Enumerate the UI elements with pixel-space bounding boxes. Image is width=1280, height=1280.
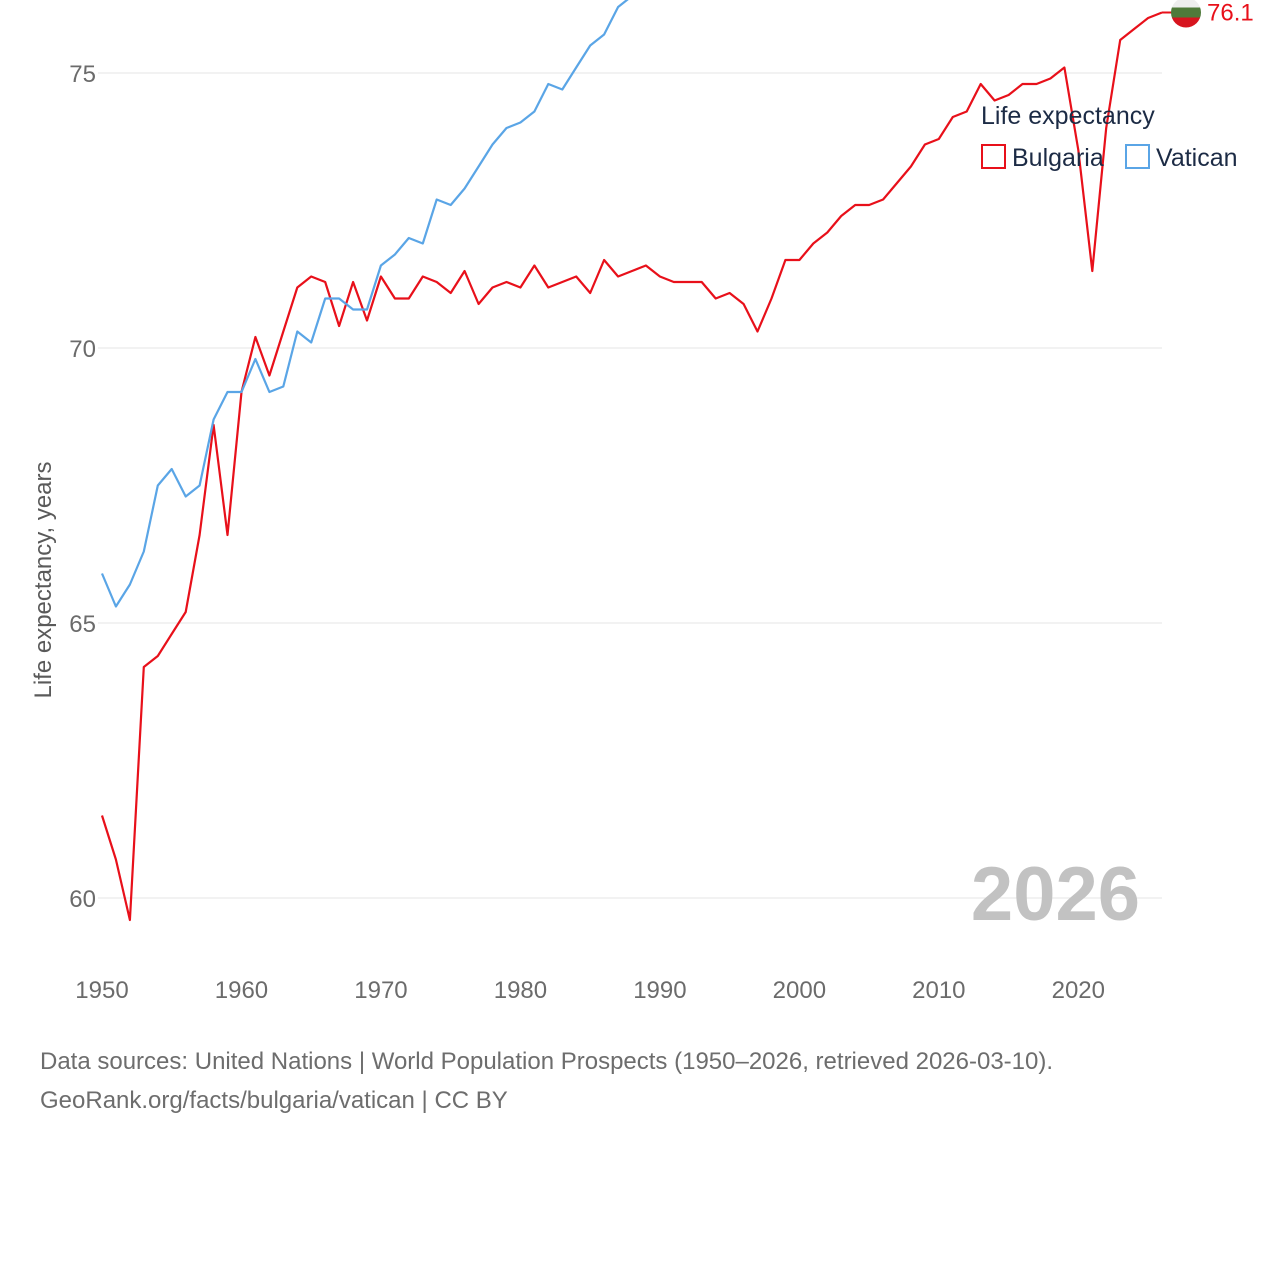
- y-axis-title: Life expectancy, years: [30, 461, 57, 698]
- data-sources-note: Data sources: United Nations | World Pop…: [40, 1048, 1054, 1075]
- y-tick-label-75: 75: [69, 61, 96, 88]
- flag-icon-bulgaria: [1171, 0, 1201, 28]
- legend-swatch-bulgaria: [981, 144, 1006, 169]
- y-tick-label-60: 60: [69, 886, 96, 913]
- x-tick-label-2020: 2020: [1052, 977, 1105, 1004]
- x-tick-label-1950: 1950: [75, 977, 128, 1004]
- y-tick-label-70: 70: [69, 336, 96, 363]
- end-value-label-bulgaria: 76.1: [1207, 0, 1254, 27]
- legend-title: Life expectancy: [981, 102, 1155, 130]
- series-line-vatican: [100, 0, 629, 608]
- x-tick-label-1960: 1960: [215, 977, 268, 1004]
- gridlines: [98, 72, 1162, 899]
- y-axis-ticks: 6065707580: [69, 61, 96, 913]
- legend-item-vatican[interactable]: Vatican: [1125, 144, 1238, 172]
- legend-label-vatican: Vatican: [1156, 144, 1238, 172]
- y-tick-label-65: 65: [69, 611, 96, 638]
- current-year-watermark: 2026: [971, 852, 1140, 937]
- x-tick-label-1990: 1990: [633, 977, 686, 1004]
- x-tick-label-1980: 1980: [494, 977, 547, 1004]
- x-axis-ticks: 1950 1960 1970 1980 1990 2000 2010 2020: [75, 977, 1105, 1004]
- legend-item-bulgaria[interactable]: Bulgaria: [981, 144, 1104, 172]
- legend-swatch-vatican: [1125, 144, 1150, 169]
- footer: Data sources: United Nations | World Pop…: [40, 1042, 1053, 1120]
- series-line-bulgaria: [100, 11, 1163, 922]
- x-tick-label-1970: 1970: [354, 977, 407, 1004]
- legend: Life expectancy Bulgaria Vatican: [981, 102, 1238, 172]
- source-link[interactable]: GeoRank.org/facts/bulgaria/vatican | CC …: [40, 1087, 508, 1114]
- x-tick-label-2000: 2000: [773, 977, 826, 1004]
- legend-label-bulgaria: Bulgaria: [1012, 144, 1104, 172]
- x-tick-label-2010: 2010: [912, 977, 965, 1004]
- series-lines: [100, 0, 1163, 922]
- series-end-markers: 76.183.4: [1162, 0, 1254, 28]
- life-expectancy-chart: 6065707580 19501960197019801990200020102…: [30, 0, 1254, 1004]
